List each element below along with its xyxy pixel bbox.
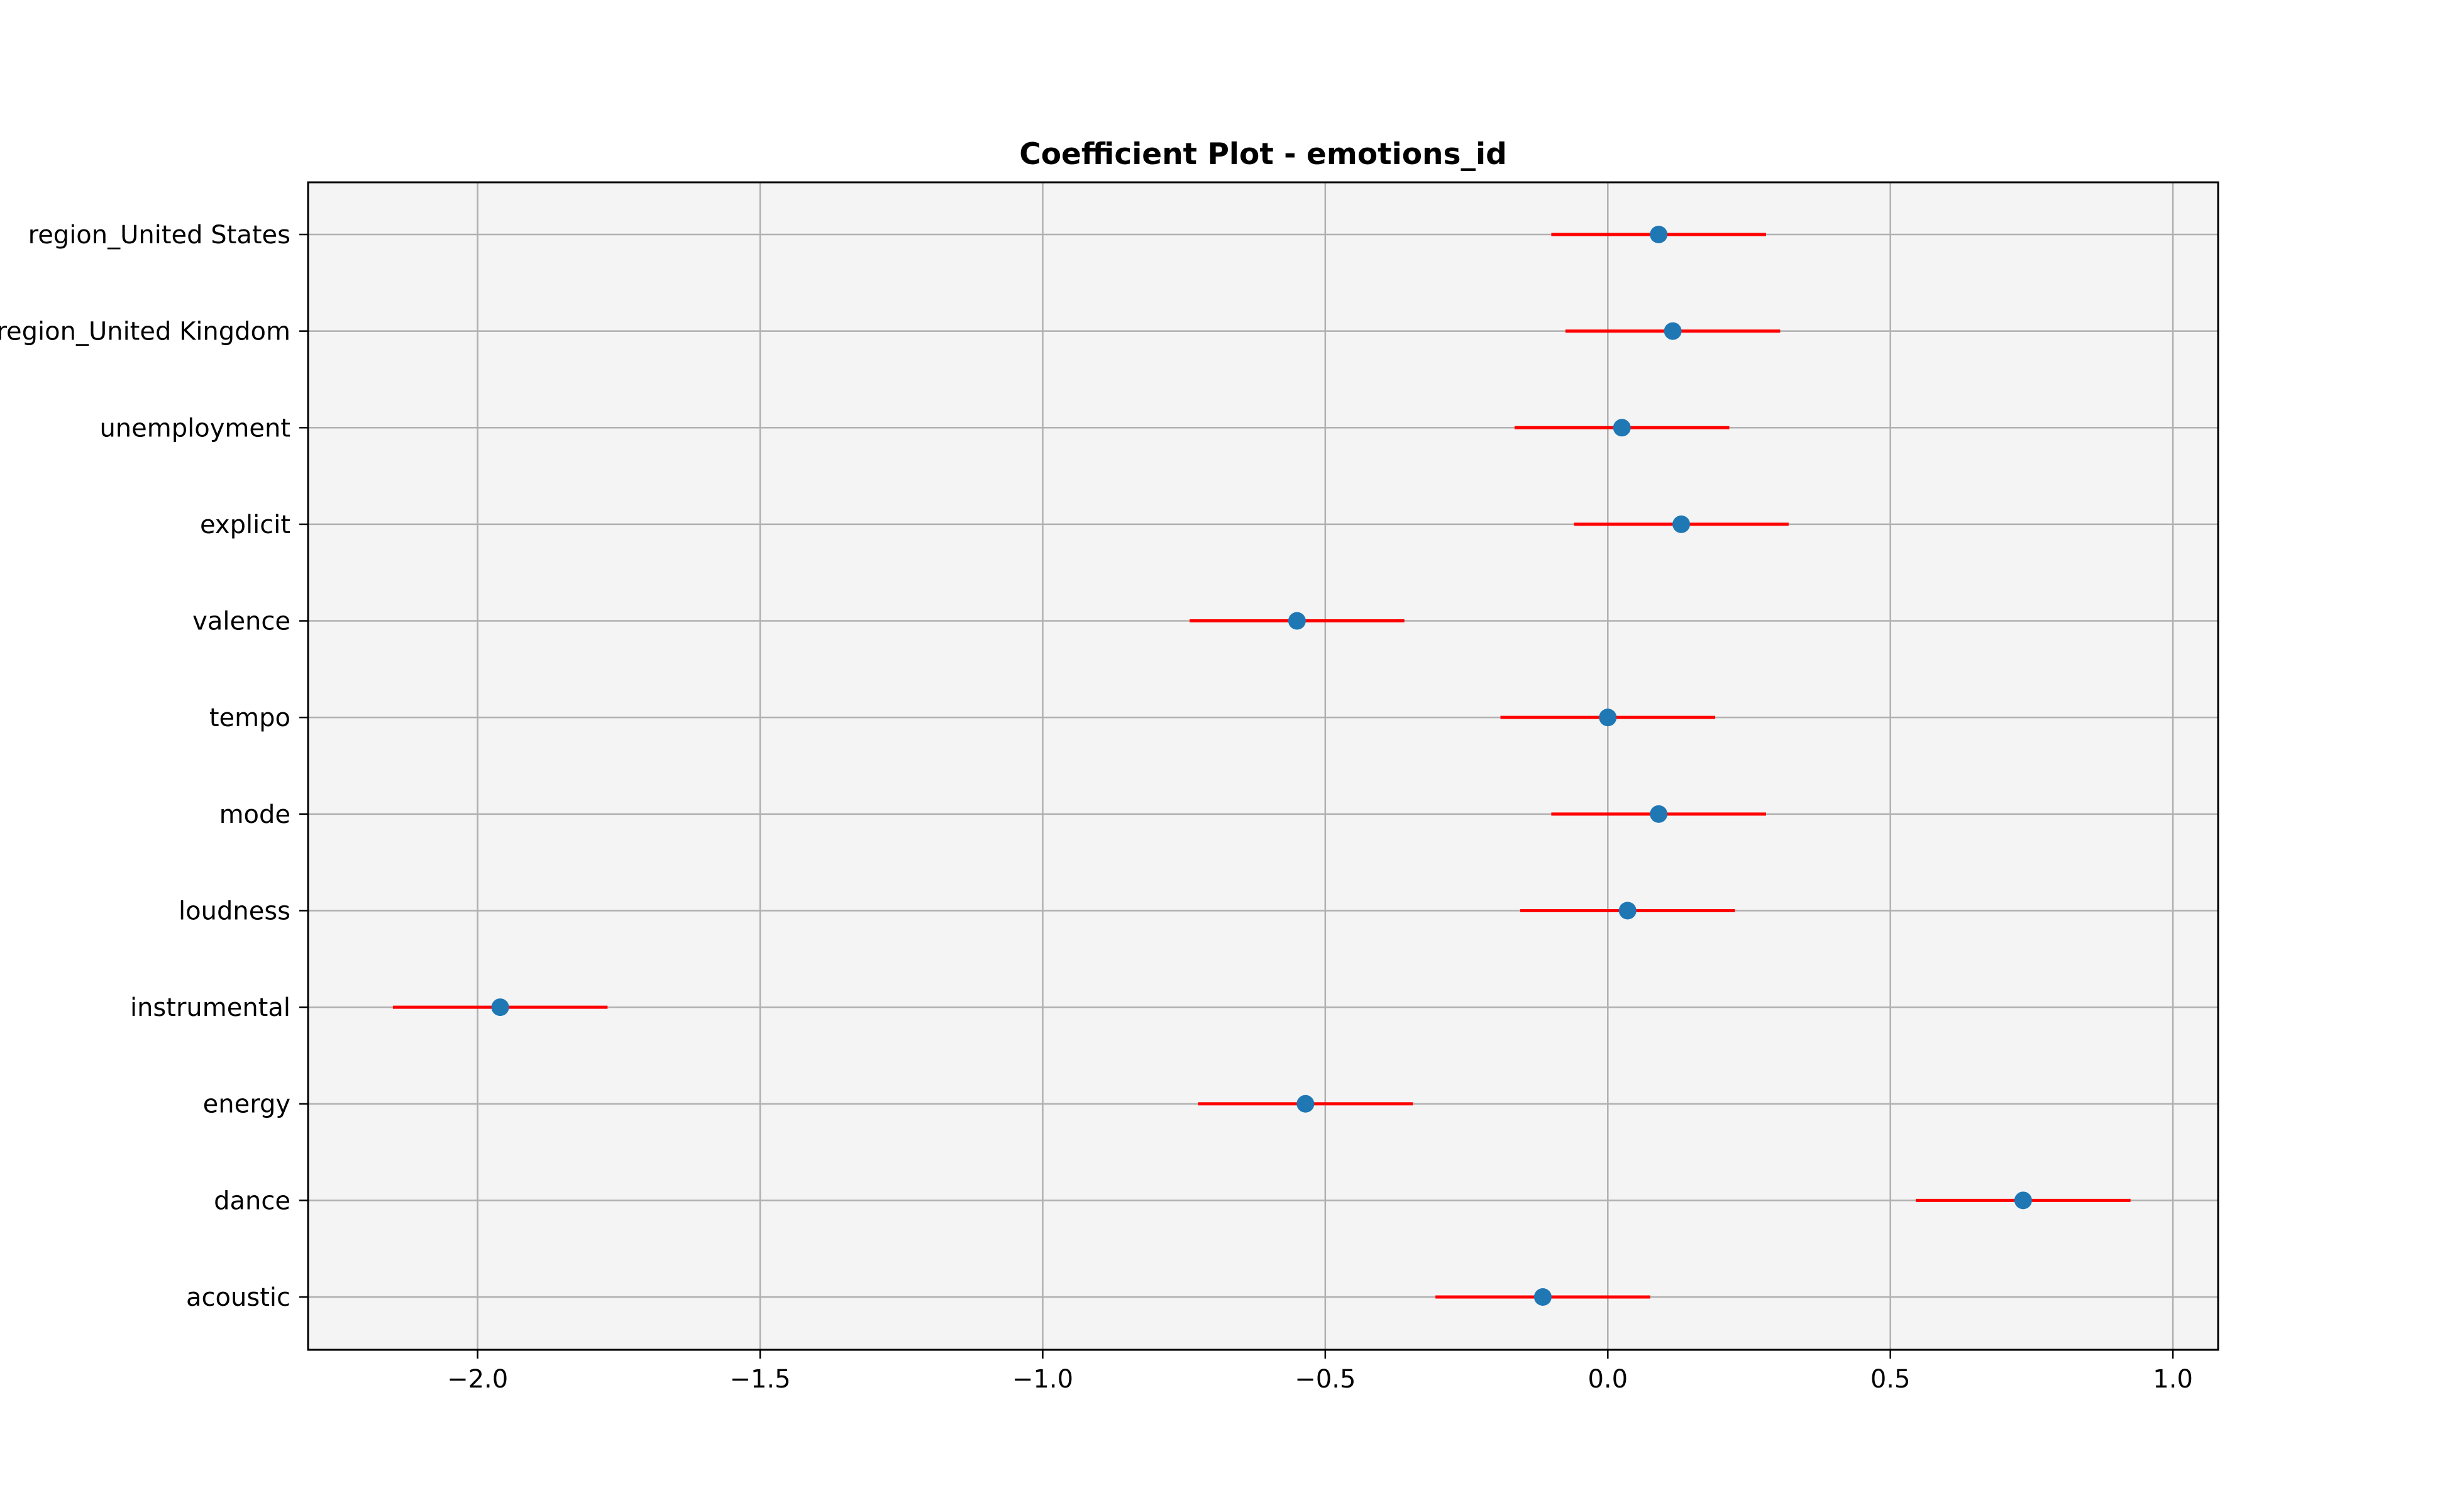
y-tick-label: tempo bbox=[209, 704, 290, 732]
chart-title: Coefficient Plot - emotions_id bbox=[1019, 137, 1506, 172]
axis-ticks: −2.0 −1.5 −1.0 −0.5 0.0 0.5 1.0 region_United S… bbox=[0, 221, 2193, 1394]
coefficient-point bbox=[1672, 515, 1691, 533]
coefficient-point bbox=[1664, 322, 1682, 340]
x-tick-label: −1.5 bbox=[729, 1365, 790, 1394]
y-tick-label: mode bbox=[219, 800, 290, 829]
grid-lines bbox=[308, 182, 2218, 1350]
y-tick-label: valence bbox=[192, 607, 290, 636]
y-tick-label: unemployment bbox=[99, 414, 290, 443]
x-tick-label: 0.0 bbox=[1588, 1365, 1628, 1394]
coefficient-point bbox=[1618, 902, 1637, 920]
x-tick-label: −1.0 bbox=[1012, 1365, 1073, 1394]
coefficient-point bbox=[2014, 1191, 2032, 1210]
plot-frame bbox=[307, 181, 2219, 1351]
coefficient-point bbox=[1650, 226, 1668, 243]
y-tick-label: loudness bbox=[179, 897, 290, 925]
coefficient-point bbox=[491, 998, 509, 1017]
y-tick-label: energy bbox=[203, 1090, 290, 1119]
coefficient-point bbox=[1533, 1288, 1552, 1306]
coefficient-point bbox=[1650, 805, 1668, 823]
x-tick-label: 1.0 bbox=[2153, 1365, 2193, 1394]
y-tick-label: dance bbox=[214, 1186, 290, 1215]
y-tick-label: region_United States bbox=[28, 221, 290, 250]
plot-area bbox=[308, 182, 2218, 1350]
y-tick-label: acoustic bbox=[186, 1283, 290, 1312]
y-tick-label: region_United Kingdom bbox=[0, 317, 290, 346]
coefficient-points bbox=[491, 226, 2032, 1306]
y-tick-label: explicit bbox=[200, 510, 290, 539]
x-tick-label: 0.5 bbox=[1870, 1365, 1911, 1394]
x-tick-label: −2.0 bbox=[447, 1365, 508, 1394]
x-tick-label: −0.5 bbox=[1295, 1365, 1356, 1394]
coefficient-point bbox=[1288, 612, 1306, 630]
y-tick-label: instrumental bbox=[130, 993, 290, 1022]
coefficient-point bbox=[1599, 709, 1617, 727]
coefficient-point bbox=[1613, 419, 1631, 437]
coefficient-point bbox=[1296, 1095, 1315, 1113]
